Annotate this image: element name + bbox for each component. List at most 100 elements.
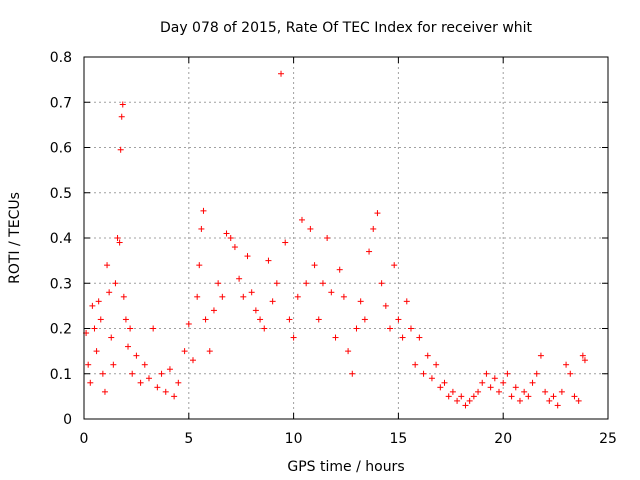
data-point bbox=[567, 370, 574, 377]
data-point bbox=[89, 302, 96, 309]
data-point bbox=[462, 402, 469, 409]
data-point bbox=[85, 361, 92, 368]
data-point bbox=[261, 325, 268, 332]
data-point bbox=[145, 375, 152, 382]
data-point bbox=[101, 388, 108, 395]
data-point bbox=[395, 316, 402, 323]
data-point bbox=[558, 388, 565, 395]
data-point bbox=[91, 325, 98, 332]
data-point bbox=[181, 348, 188, 355]
data-point bbox=[500, 379, 507, 386]
data-point bbox=[278, 70, 285, 77]
data-point bbox=[108, 334, 115, 341]
data-point bbox=[99, 370, 106, 377]
data-point bbox=[206, 348, 213, 355]
y-axis-label: ROTI / TECUs bbox=[7, 192, 23, 284]
x-tick-label: 5 bbox=[184, 431, 193, 447]
data-point bbox=[171, 393, 178, 400]
data-point bbox=[466, 397, 473, 404]
data-point bbox=[324, 235, 331, 241]
data-point bbox=[550, 393, 557, 400]
data-point bbox=[516, 397, 523, 404]
data-point bbox=[336, 266, 343, 273]
data-point bbox=[117, 146, 124, 153]
data-point bbox=[106, 289, 113, 296]
data-point bbox=[185, 320, 192, 327]
data-point bbox=[87, 379, 94, 386]
data-point bbox=[579, 352, 586, 359]
data-point bbox=[496, 388, 503, 395]
data-point bbox=[150, 325, 157, 332]
data-point bbox=[581, 357, 588, 364]
data-point bbox=[286, 316, 293, 323]
data-point bbox=[133, 352, 140, 359]
grid bbox=[84, 57, 608, 419]
data-point bbox=[311, 262, 318, 269]
data-point bbox=[349, 370, 356, 377]
data-point bbox=[307, 225, 314, 232]
data-point bbox=[269, 298, 276, 305]
data-point bbox=[357, 298, 364, 305]
data-point bbox=[137, 379, 144, 386]
x-axis-label: GPS time / hours bbox=[287, 459, 404, 475]
data-point bbox=[303, 280, 310, 287]
axis-ticks bbox=[83, 56, 609, 420]
data-point bbox=[196, 262, 203, 269]
data-point bbox=[97, 316, 104, 323]
y-tick-label: 0.6 bbox=[50, 141, 72, 157]
y-tick-label: 0.1 bbox=[50, 367, 72, 383]
data-point bbox=[240, 293, 247, 300]
y-tick-label: 0.7 bbox=[50, 95, 72, 111]
data-point bbox=[525, 393, 532, 400]
data-point bbox=[162, 388, 169, 395]
data-point bbox=[219, 293, 226, 300]
data-point bbox=[210, 307, 217, 314]
data-point bbox=[194, 293, 201, 300]
data-point bbox=[319, 280, 326, 287]
y-tick-label: 0.2 bbox=[50, 322, 72, 338]
data-point bbox=[114, 235, 121, 241]
data-point bbox=[366, 248, 373, 255]
data-point bbox=[416, 334, 423, 341]
data-point bbox=[521, 388, 528, 395]
y-tick-label: 0.5 bbox=[50, 186, 72, 202]
x-tick-label: 0 bbox=[80, 431, 89, 447]
data-point bbox=[231, 244, 238, 251]
data-point bbox=[470, 393, 477, 400]
data-point bbox=[483, 370, 490, 377]
data-point bbox=[479, 379, 486, 386]
y-tick-label: 0 bbox=[63, 412, 72, 428]
data-point bbox=[554, 402, 561, 409]
data-point bbox=[399, 334, 406, 341]
data-point bbox=[141, 361, 148, 368]
data-point bbox=[315, 316, 322, 323]
data-point bbox=[236, 275, 243, 282]
data-point bbox=[198, 225, 205, 232]
data-point bbox=[215, 280, 222, 287]
data-point bbox=[529, 379, 536, 386]
chart-title: Day 078 of 2015, Rate Of TEC Index for r… bbox=[160, 20, 533, 36]
data-point bbox=[374, 210, 381, 217]
data-point bbox=[223, 230, 230, 237]
data-point bbox=[328, 289, 335, 296]
data-point bbox=[433, 361, 440, 368]
tick-labels: 0 5 10 15 20 25 0 0.1 0.2 0.3 0.4 0.5 0.6 0.7 0.8 bbox=[50, 50, 617, 447]
data-point bbox=[387, 325, 394, 332]
data-point bbox=[382, 302, 389, 309]
data-point bbox=[370, 225, 377, 232]
data-point bbox=[441, 379, 448, 386]
data-point bbox=[120, 293, 127, 300]
data-point bbox=[118, 113, 125, 120]
y-tick-label: 0.3 bbox=[50, 276, 72, 292]
data-point bbox=[420, 370, 427, 377]
data-points bbox=[83, 70, 588, 409]
data-point bbox=[449, 388, 456, 395]
data-point bbox=[154, 384, 161, 391]
data-point bbox=[227, 235, 234, 241]
y-tick-label: 0.4 bbox=[50, 231, 72, 247]
data-point bbox=[340, 293, 347, 300]
data-point bbox=[202, 316, 209, 323]
data-point bbox=[110, 361, 117, 368]
